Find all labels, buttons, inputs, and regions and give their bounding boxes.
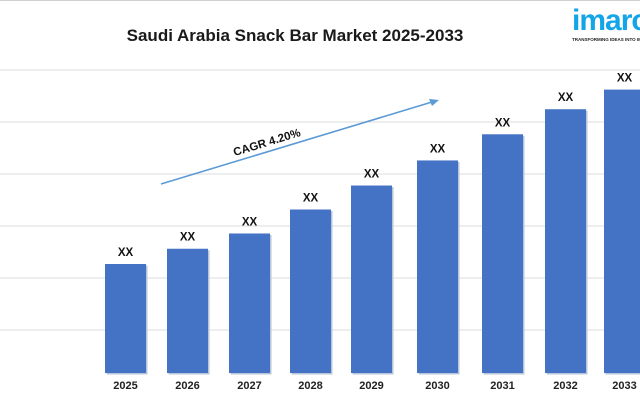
cagr-arrow <box>160 101 433 185</box>
x-tick-label: 2032 <box>553 380 577 392</box>
bar-2028 <box>290 209 331 373</box>
imarc-logo: imarc TRANSFORMING IDEAS INTO IMPACT <box>572 4 640 43</box>
top-border <box>0 0 640 1</box>
x-tick-label: 2030 <box>425 380 449 392</box>
bar-2027 <box>229 233 270 373</box>
bar-2026 <box>167 248 208 373</box>
chart-title: Saudi Arabia Snack Bar Market 2025-2033 <box>126 26 464 45</box>
cagr-annotation: CAGR 4.20% <box>232 127 302 159</box>
data-label: XX <box>617 73 633 85</box>
data-label: XX <box>180 232 196 244</box>
bar-2025 <box>105 264 146 373</box>
x-tick-label: 2028 <box>298 380 322 392</box>
x-tick-label: 2026 <box>175 380 199 392</box>
data-label: XX <box>364 169 380 181</box>
data-label: XX <box>495 117 511 129</box>
x-tick-label: 2027 <box>237 380 261 392</box>
bar-2032 <box>545 109 586 373</box>
arrow-head-icon <box>429 99 439 106</box>
data-label: XX <box>430 143 446 155</box>
data-label: XX <box>242 216 258 228</box>
data-label: XX <box>558 92 574 104</box>
logo-tagline: TRANSFORMING IDEAS INTO IMPACT <box>572 37 640 42</box>
bar-2030 <box>417 160 458 373</box>
logo-word: imarc <box>572 4 640 37</box>
bar-2033 <box>604 89 640 373</box>
x-tick-label: 2029 <box>359 380 383 392</box>
x-tick-label: 2031 <box>490 380 514 392</box>
bar-2029 <box>351 185 392 373</box>
bar-2031 <box>482 134 523 373</box>
x-tick-label: 2025 <box>113 380 137 392</box>
x-tick-label: 2033 <box>612 380 636 392</box>
data-label: XX <box>118 247 134 259</box>
data-label: XX <box>303 193 319 205</box>
